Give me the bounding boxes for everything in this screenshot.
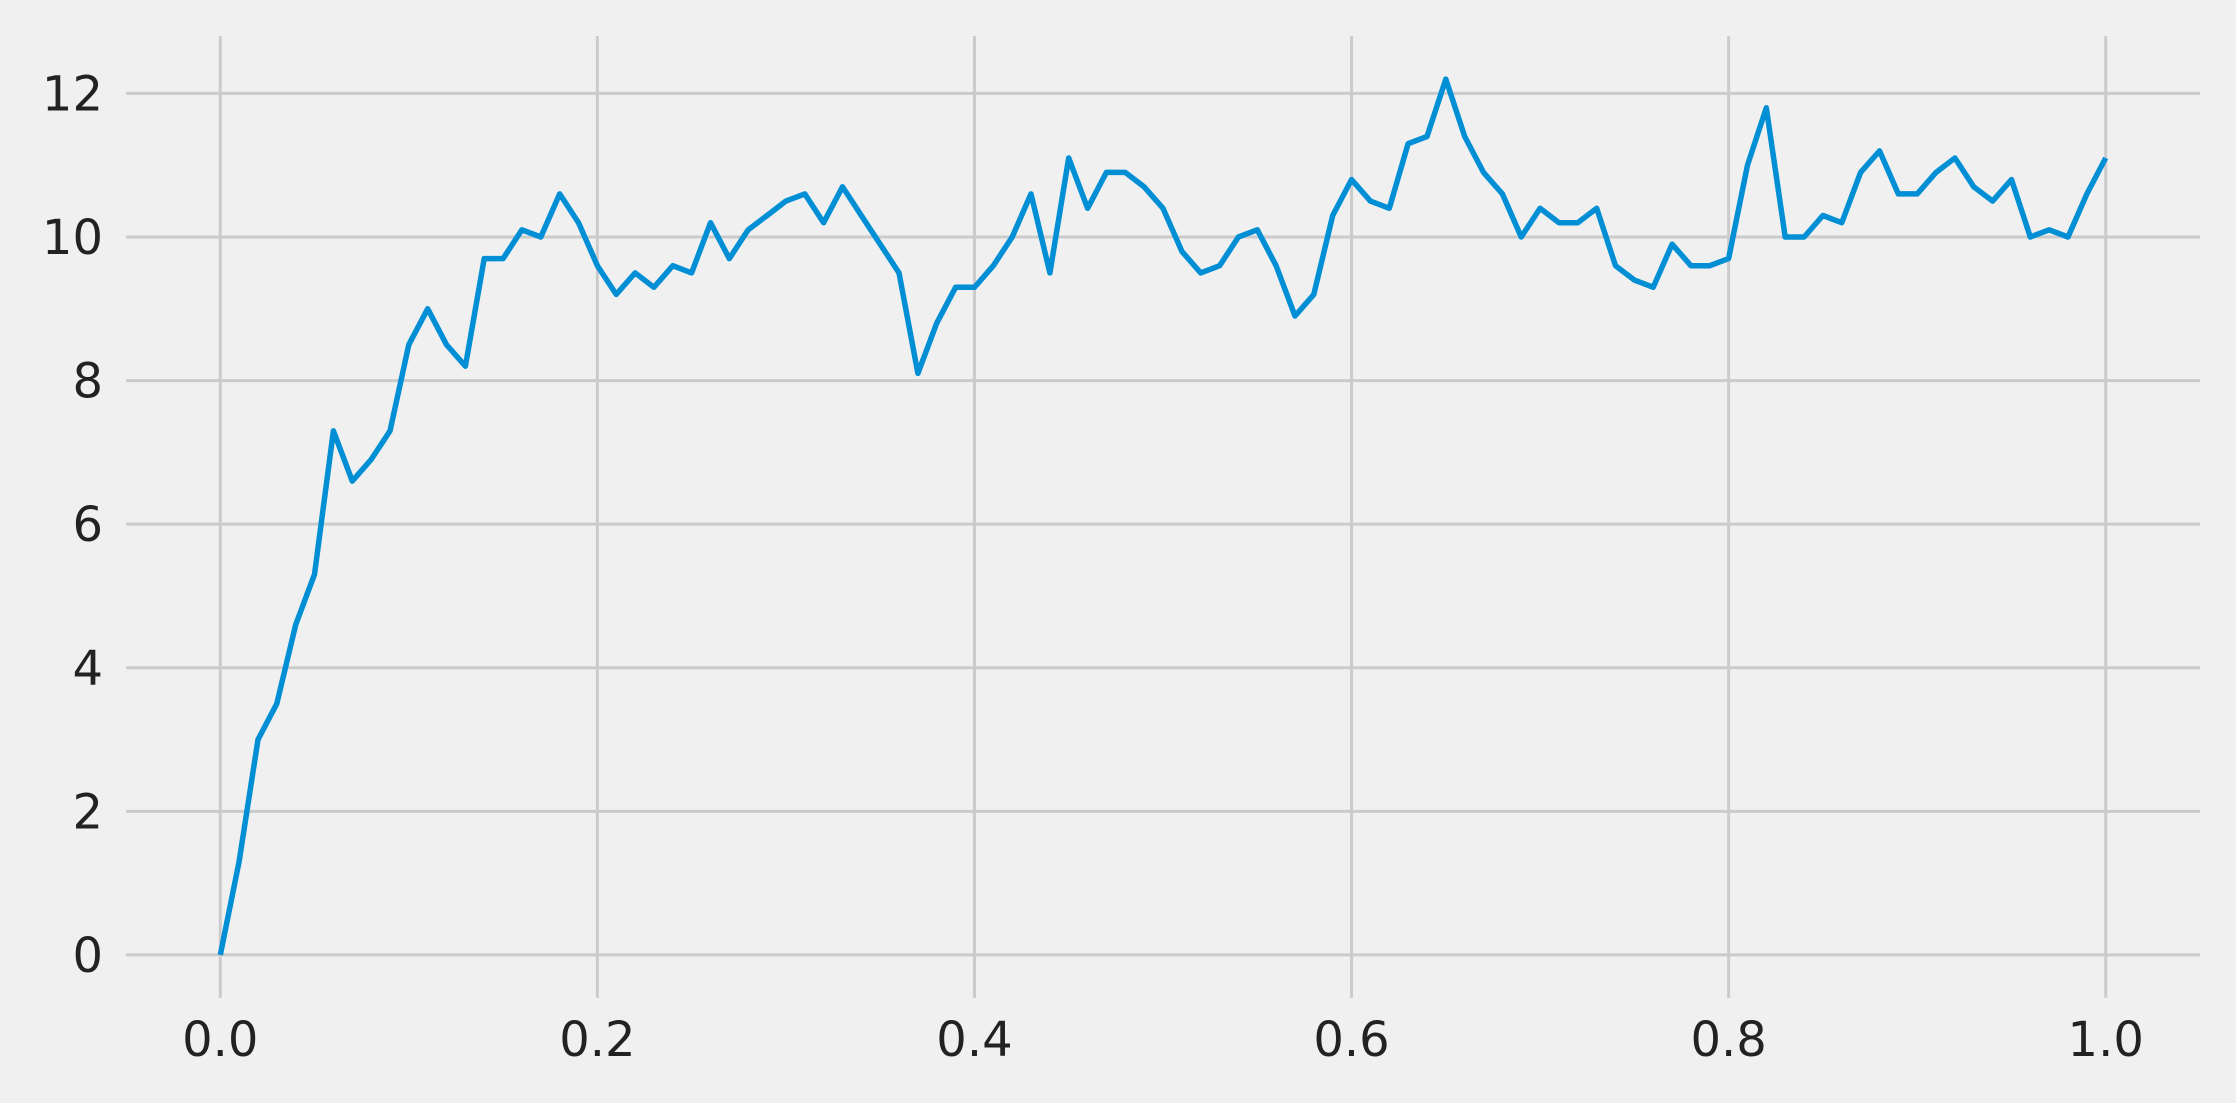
- y-tick-label: 2: [72, 784, 103, 840]
- x-tick-label: 0.6: [1313, 1012, 1389, 1068]
- x-tick-label: 0.0: [182, 1012, 258, 1068]
- x-tick-label: 0.8: [1690, 1012, 1766, 1068]
- x-tick-label: 0.2: [559, 1012, 635, 1068]
- data-line: [217, 76, 2109, 956]
- y-tick-label: 12: [42, 66, 103, 122]
- y-tick-label: 6: [72, 497, 103, 553]
- y-tick-label: 0: [72, 928, 103, 984]
- x-tick-label: 0.4: [936, 1012, 1012, 1068]
- y-tick-label: 10: [42, 210, 103, 266]
- x-tick-label: 1.0: [2068, 1012, 2144, 1068]
- y-tick-label: 4: [72, 641, 103, 697]
- y-tick-label: 8: [72, 354, 103, 410]
